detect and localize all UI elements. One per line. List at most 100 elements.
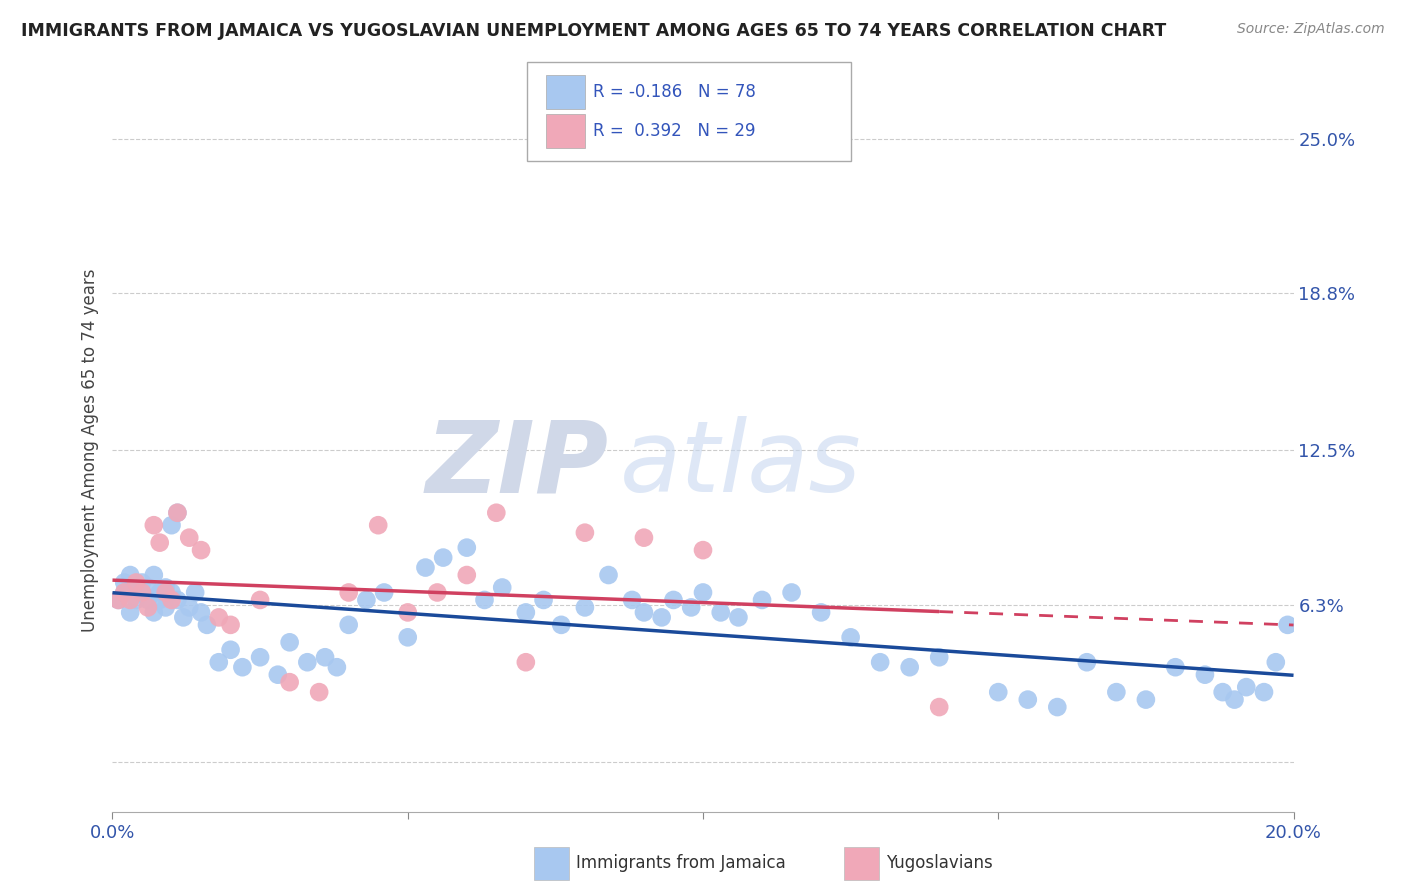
Point — [195, 618, 218, 632]
Point — [1234, 680, 1257, 694]
Point — [155, 600, 177, 615]
Y-axis label: Unemployment Among Ages 65 to 74 years: Unemployment Among Ages 65 to 74 years — [80, 268, 98, 632]
Point — [149, 585, 172, 599]
Point — [208, 610, 231, 624]
Point — [474, 593, 496, 607]
Point — [574, 600, 596, 615]
Point — [314, 650, 336, 665]
Point — [810, 606, 832, 620]
Point — [432, 550, 454, 565]
Point — [136, 600, 159, 615]
Point — [184, 585, 207, 599]
Point — [125, 593, 148, 607]
Point — [515, 655, 537, 669]
Point — [598, 568, 620, 582]
Point — [1105, 685, 1128, 699]
Point — [456, 568, 478, 582]
Point — [692, 543, 714, 558]
Point — [1164, 660, 1187, 674]
Point — [125, 581, 148, 595]
Point — [633, 531, 655, 545]
Text: Yugoslavians: Yugoslavians — [886, 855, 993, 872]
Text: IMMIGRANTS FROM JAMAICA VS YUGOSLAVIAN UNEMPLOYMENT AMONG AGES 65 TO 74 YEARS CO: IMMIGRANTS FROM JAMAICA VS YUGOSLAVIAN U… — [21, 22, 1167, 40]
Point — [142, 568, 165, 582]
Point — [120, 593, 142, 607]
Point — [396, 630, 419, 644]
Point — [367, 518, 389, 533]
Text: Immigrants from Jamaica: Immigrants from Jamaica — [576, 855, 786, 872]
Point — [1076, 655, 1098, 669]
Point — [356, 593, 378, 607]
Point — [662, 593, 685, 607]
Point — [179, 531, 201, 545]
Point — [326, 660, 349, 674]
Point — [515, 606, 537, 620]
Point — [249, 593, 271, 607]
Point — [160, 585, 183, 599]
Point — [1277, 618, 1299, 632]
Point — [710, 606, 733, 620]
Point — [337, 585, 360, 599]
Point — [278, 675, 301, 690]
Point — [166, 593, 188, 607]
Point — [136, 593, 159, 607]
Point — [125, 575, 148, 590]
Point — [373, 585, 395, 599]
Point — [107, 593, 129, 607]
Point — [1194, 667, 1216, 681]
Point — [249, 650, 271, 665]
Point — [231, 660, 253, 674]
Point — [651, 610, 673, 624]
Point — [190, 606, 212, 620]
Point — [142, 518, 165, 533]
Point — [727, 610, 749, 624]
Text: ZIP: ZIP — [426, 417, 609, 514]
Point — [112, 585, 135, 599]
Point — [1046, 700, 1069, 714]
Text: atlas: atlas — [620, 417, 862, 514]
Point — [120, 568, 142, 582]
Point — [928, 700, 950, 714]
Point — [131, 585, 153, 599]
Text: R = -0.186   N = 78: R = -0.186 N = 78 — [593, 83, 756, 101]
Point — [166, 506, 188, 520]
Point — [155, 585, 177, 599]
Point — [136, 581, 159, 595]
Point — [131, 575, 153, 590]
Point — [839, 630, 862, 644]
Point — [621, 593, 644, 607]
Point — [219, 642, 242, 657]
Point — [928, 650, 950, 665]
Point — [491, 581, 513, 595]
Point — [179, 600, 201, 615]
Point — [987, 685, 1010, 699]
Point — [337, 618, 360, 632]
Point — [172, 610, 194, 624]
Point — [297, 655, 319, 669]
Point — [107, 593, 129, 607]
Point — [1017, 692, 1039, 706]
Point — [898, 660, 921, 674]
Point — [219, 618, 242, 632]
Point — [533, 593, 555, 607]
Point — [456, 541, 478, 555]
Point — [308, 685, 330, 699]
Point — [1223, 692, 1246, 706]
Point — [692, 585, 714, 599]
Point — [681, 600, 703, 615]
Point — [160, 593, 183, 607]
Point — [190, 543, 212, 558]
Point — [278, 635, 301, 649]
Point — [267, 667, 290, 681]
Point — [112, 585, 135, 599]
Point — [426, 585, 449, 599]
Point — [149, 535, 172, 549]
Point — [1212, 685, 1234, 699]
Text: R =  0.392   N = 29: R = 0.392 N = 29 — [593, 122, 756, 140]
Point — [396, 606, 419, 620]
Point — [208, 655, 231, 669]
Point — [1135, 692, 1157, 706]
Point — [131, 585, 153, 599]
Point — [120, 606, 142, 620]
Point — [550, 618, 572, 632]
